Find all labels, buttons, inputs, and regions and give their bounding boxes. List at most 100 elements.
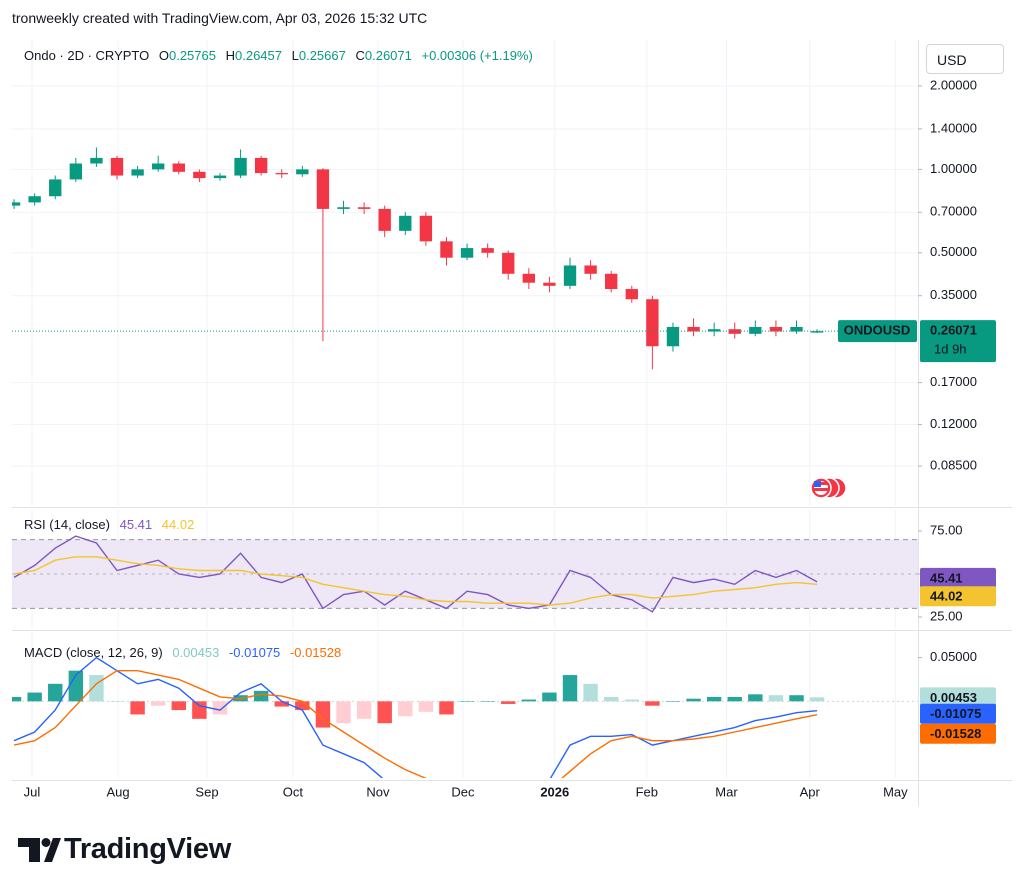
histogram-bar [459,701,475,702]
candle-body [213,175,227,179]
candle-body [110,157,124,176]
legend-key: C [355,48,365,63]
histogram-bar [295,701,310,711]
indicator-line [13,656,818,778]
candle-body [152,163,165,170]
histogram-bar [521,699,537,702]
candle-body [810,331,824,333]
histogram-bar [501,701,516,704]
histogram-bar [439,701,454,715]
histogram-value: 0.00453 [172,645,220,660]
histogram-bar [542,692,557,702]
legend-key: L [291,48,299,63]
histogram-bar [809,697,825,702]
indicator-line [13,535,818,613]
histogram-bar [686,698,701,702]
candle-body [790,326,803,332]
histogram-bar [789,695,804,702]
low-value: 0.25667 [298,48,346,63]
price-legend: Ondo · 2D · CRYPTO O0.25765 H0.26457 L0.… [24,48,539,63]
histogram-bar [192,701,207,719]
candle-body [563,265,577,286]
candle-body [728,329,741,334]
rsi-title: RSI (14, close) [24,517,110,532]
legend-key: H [225,48,235,63]
histogram-bar [768,695,784,702]
histogram-bar [109,701,125,702]
histogram-bar [171,701,186,711]
histogram [12,670,825,728]
symbol-badge: ONDOUSD [844,323,910,338]
axes: Jul Aug Sep Oct Nov Dec 2026 Feb Mar Apr May 2.0000… [24,77,996,799]
grid [12,40,918,778]
histogram-bar [130,701,145,715]
candle-body [440,241,453,258]
symbol-title: Ondo · 2D · CRYPTO [24,48,150,63]
macd-legend: MACD (close, 12, 26, 9) 0.00453 -0.01075… [24,645,347,660]
candle-body [625,289,638,300]
candle-body [399,215,412,231]
histogram-bar [398,701,413,717]
histogram-bar [48,683,63,702]
candle-body [584,265,597,274]
currency-button[interactable]: USD [926,44,1004,74]
caption: tronweekly created with TradingView.com,… [12,10,428,26]
candle-body [666,326,680,347]
countdown: 1d 9h [934,342,967,357]
change-value: +0.00306 (+1.19%) [421,48,533,63]
signal-value: -0.01528 [289,645,342,660]
histogram-bar [418,701,434,712]
x-tick-label: Mar [715,784,738,799]
rsi-ma-badge-bg [920,586,996,607]
candle-body [707,329,721,332]
candle-body [234,157,247,176]
candle-body [69,163,83,180]
candle-body [419,215,433,242]
price-badge: 0.26071 [930,323,977,338]
flag-icon [810,477,847,499]
rsi-ma-value: 44.02 [161,517,195,532]
histogram-bar [603,696,619,702]
candle-body [172,163,185,172]
candle-body [605,273,618,290]
tradingview-logo [18,838,61,862]
candle-body [543,282,556,286]
y-tick-label: 0.50000 [930,244,977,259]
y-tick-label: 25.00 [930,608,963,623]
rsi-value: 45.41 [119,517,153,532]
y-tick-label: 75.00 [930,522,963,537]
signal-badge-bg [920,723,996,744]
y-tick-label: 1.00000 [930,161,977,176]
y-tick-label: 0.17000 [930,374,977,389]
histogram-bar [480,701,495,702]
rsi-badge: 45.41 [930,570,963,585]
candle-body [337,207,350,209]
x-tick-label: Sep [195,784,218,799]
histogram-bar [562,675,578,702]
histogram-bar [336,701,351,724]
signal-badge: -0.01528 [930,726,981,741]
indicator-line [13,556,818,606]
candle-body [357,207,371,209]
rsi-ma-badge: 44.02 [930,589,963,604]
candle-body [254,157,268,174]
rsi-badge-bg [920,567,996,588]
candle-body [378,208,391,231]
histogram-bar [274,701,289,707]
rsi-legend: RSI (14, close) 45.41 44.02 [24,517,200,532]
candle-body [28,196,41,203]
x-tick-label: Jul [24,784,41,799]
histogram-bar [12,696,22,702]
candle-body [481,248,494,253]
brand: TradingView [64,833,231,865]
histogram-bar [377,701,392,724]
plots [12,147,918,778]
high-value: 0.26457 [235,48,282,63]
histogram-badge-bg [920,687,996,708]
histogram-bar [68,670,84,702]
histogram-bar [727,696,742,702]
y-tick-label: 0.05000 [930,649,977,664]
candle-body [193,171,206,179]
y-tick-label: 2.00000 [930,77,977,92]
